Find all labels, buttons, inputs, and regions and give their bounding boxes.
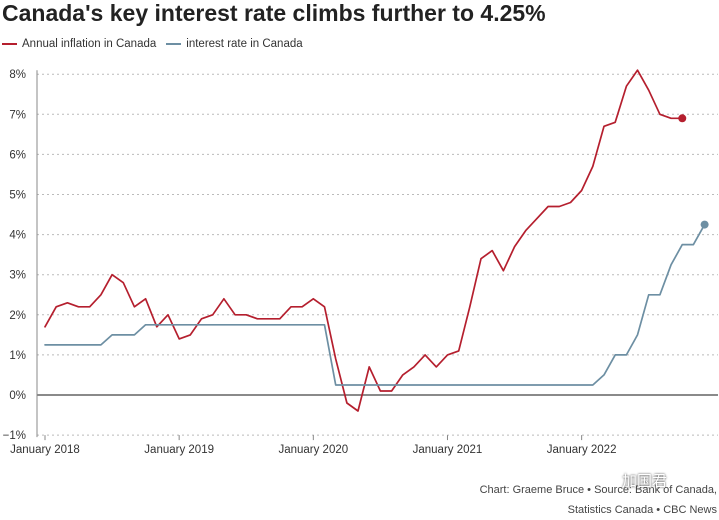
inflation-line <box>44 69 684 412</box>
y-tick-label: 5% <box>9 190 26 202</box>
series-layer <box>44 69 709 412</box>
y-axis-ticks: 8% 7% 6% 5% 4% 3% 2% 1% 0% −1% <box>3 69 26 442</box>
x-tick-label: January 2018 <box>10 444 80 456</box>
source-line-1: Chart: Graeme Bruce • Source: Bank of Ca… <box>479 484 717 496</box>
y-tick-label: 0% <box>9 390 26 402</box>
gridlines <box>36 70 718 438</box>
interest-rate-end-marker <box>700 220 709 229</box>
legend-item-interest-rate: interest rate in Canada <box>166 38 303 50</box>
legend-swatch-interest-rate <box>166 43 182 45</box>
y-tick-label: 6% <box>9 149 26 161</box>
interest-rate-line <box>44 223 706 386</box>
legend-item-inflation: Annual inflation in Canada <box>2 38 156 50</box>
watermark-text: 加国君 <box>622 473 668 490</box>
y-tick-label: 7% <box>9 109 26 121</box>
inflation-end-marker <box>678 114 687 123</box>
y-tick-label: 3% <box>9 270 26 282</box>
x-tick-label: January 2022 <box>547 444 617 456</box>
legend-swatch-inflation <box>2 43 17 45</box>
y-tick-label: −1% <box>3 430 26 442</box>
y-tick-label: 8% <box>9 69 26 81</box>
legend: Annual inflation in Canada interest rate… <box>2 38 313 50</box>
y-tick-label: 1% <box>9 350 26 362</box>
source-line-2: Statistics Canada • CBC News <box>567 504 717 516</box>
y-tick-label: 4% <box>9 230 26 242</box>
legend-label-interest-rate: interest rate in Canada <box>186 38 303 50</box>
chart-title: Canada's key interest rate climbs furthe… <box>2 0 546 26</box>
x-tick-label: January 2020 <box>278 444 348 456</box>
x-axis-ticks: January 2018 January 2019 January 2020 Janu… <box>10 435 616 456</box>
source-note: Chart: Graeme Bruce • Source: Bank of Ca… <box>480 480 717 520</box>
legend-label-inflation: Annual inflation in Canada <box>22 38 157 50</box>
y-tick-label: 2% <box>9 310 26 322</box>
x-tick-label: January 2019 <box>144 444 214 456</box>
x-tick-label: January 2021 <box>413 444 483 456</box>
